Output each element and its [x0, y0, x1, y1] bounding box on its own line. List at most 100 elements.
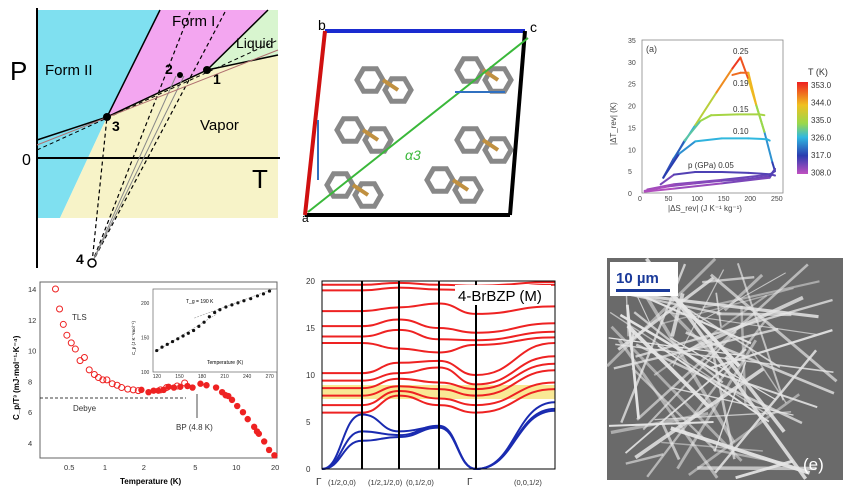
filled-point [212, 384, 220, 391]
inset-point [230, 303, 234, 307]
colorbar-title: T (K) [808, 67, 828, 77]
filled-point [189, 384, 196, 391]
panel-label-e: (e) [803, 455, 824, 474]
label-010: 0.10 [733, 127, 749, 136]
y-tick-label: 10 [28, 347, 36, 356]
fiber [715, 371, 818, 409]
y-tick-label: 12 [28, 316, 36, 325]
colorbar-tick: 317.0 [811, 151, 832, 160]
open-point [56, 305, 64, 313]
open-point [51, 285, 59, 293]
curve-segment [672, 171, 697, 176]
benzene-ring [454, 126, 486, 154]
sem-image: 10 µm (e) [606, 257, 843, 480]
curve-segment [739, 56, 750, 81]
filled-point [271, 452, 278, 459]
region-label-form1: Form I [172, 13, 215, 30]
fiber [702, 280, 820, 309]
y-tick-label: 8 [28, 377, 32, 386]
curve-segment [758, 113, 766, 117]
curve-segment [715, 67, 734, 94]
region-form2 [37, 10, 160, 140]
k-point-label: (1/2,1/2,0) [368, 478, 403, 487]
inset-point [170, 339, 175, 344]
fiber [609, 311, 769, 416]
inset-x-tick: 120 [153, 374, 162, 380]
x-tick-label: 200 [744, 196, 756, 203]
fiber [606, 257, 717, 368]
inset-point [176, 337, 180, 341]
k-point-label: (0,1/2,0) [406, 478, 434, 487]
open-point [63, 331, 71, 339]
filled-point [177, 383, 184, 390]
curve-segment [720, 171, 750, 174]
inset-point [213, 310, 217, 315]
open-point [129, 386, 137, 394]
k-point-label: Γ [316, 477, 322, 488]
point-3: 3 [112, 118, 120, 134]
benzene-ring [352, 181, 384, 209]
label-015: 0.15 [733, 105, 749, 114]
fiber [631, 367, 717, 451]
fiber [670, 292, 685, 337]
axis-c-label: c [530, 19, 537, 35]
inset-ylabel: C_p (J K⁻¹mol⁻¹) [131, 320, 136, 355]
inset-tg: T_g = 190 K [186, 299, 214, 305]
open-point [90, 370, 98, 378]
optical-band [322, 369, 556, 397]
fiber [709, 341, 736, 460]
open-point [80, 354, 88, 362]
bond [381, 78, 400, 92]
p4-xlabel: Temperature (K) [120, 477, 182, 486]
curve-segment [755, 104, 766, 133]
filled-point [155, 387, 162, 394]
p3-xlabel: |ΔS_rev| (J K⁻¹ kg⁻¹) [668, 204, 742, 213]
curve-segment [667, 182, 697, 188]
y-tick-label: 35 [628, 38, 636, 45]
optical-band [321, 355, 556, 386]
open-point [67, 339, 75, 347]
optical-band [322, 328, 556, 342]
x-tick-label: 100 [691, 196, 703, 203]
inset-point [197, 324, 201, 328]
y-tick-label: 4 [28, 439, 32, 448]
fiber [715, 292, 722, 327]
benzene-ring [424, 166, 456, 194]
fiber [625, 304, 641, 419]
fiber [702, 275, 755, 284]
crystal-structure: b c a α3 [302, 17, 537, 225]
fiber [634, 367, 765, 460]
inset-point [207, 315, 211, 319]
inset-x-tick: 210 [220, 374, 229, 380]
inset-point [186, 331, 190, 335]
open-point [71, 345, 79, 353]
fiber [740, 305, 747, 405]
origin-label: 0 [22, 152, 31, 169]
y-tick-label: 30 [628, 60, 636, 67]
filled-point [145, 388, 152, 396]
label-025: 0.25 [733, 47, 749, 56]
optical-band [322, 381, 556, 407]
colorbar-tick: 326.0 [811, 134, 832, 143]
colorbar [797, 82, 808, 174]
filled-point [234, 402, 241, 410]
optical-band [321, 336, 556, 354]
benzene-ring [382, 76, 414, 104]
y-tick-label: 6 [28, 408, 32, 417]
colorbar-tick: 353.0 [811, 81, 832, 90]
curve-segment [731, 71, 742, 76]
open-point [76, 357, 84, 365]
region-label-form2: Form II [45, 62, 93, 79]
inset-point [255, 294, 260, 298]
k-point-label: Γ [467, 477, 473, 488]
label-005: p (GPa) 0.05 [688, 161, 734, 170]
filled-point [265, 446, 273, 454]
bond [351, 183, 370, 197]
y-tick-label: 0 [306, 465, 311, 474]
benzene-ring [454, 56, 486, 84]
inset-xlabel: Temperature (K) [207, 360, 243, 366]
y-tick-label: 5 [628, 169, 632, 176]
label-019: 0.19 [733, 79, 749, 88]
curve-segment [710, 113, 739, 117]
